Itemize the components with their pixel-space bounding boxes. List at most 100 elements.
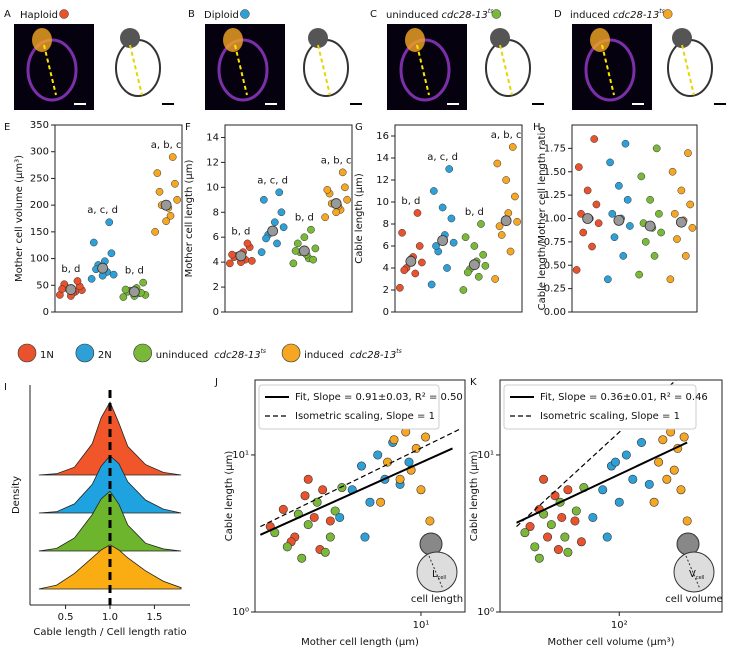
annotation: b, d (401, 196, 420, 207)
y-tick-label: 1.25 (544, 190, 566, 201)
point (610, 233, 619, 242)
point (373, 450, 383, 460)
point (438, 203, 447, 212)
point (479, 250, 488, 259)
point (511, 192, 519, 201)
point (416, 485, 426, 495)
point (398, 228, 406, 237)
cable-trace (234, 44, 248, 96)
y-tick-label: 12 (376, 175, 389, 186)
mean-marker (97, 262, 109, 274)
point (278, 504, 288, 514)
point (303, 474, 313, 484)
point (139, 278, 148, 287)
point (153, 169, 162, 177)
y-axis-label: Cable length (μm) (354, 173, 365, 264)
y-tick-label: 10⁰ (232, 607, 249, 618)
point (87, 275, 96, 283)
bud-signal (590, 28, 610, 52)
label-text: induced (304, 350, 344, 361)
point (598, 485, 608, 495)
legend-swatch (17, 343, 37, 363)
mean-marker (613, 214, 625, 226)
point (432, 242, 440, 250)
inset-cell (416, 551, 458, 593)
point (635, 270, 643, 279)
point (119, 293, 128, 301)
annotation: b, d (231, 226, 250, 237)
label-sup: ts (659, 8, 664, 15)
point (309, 255, 318, 264)
cable-trace (43, 44, 57, 96)
point (637, 438, 647, 448)
label: 1N (40, 350, 54, 361)
point (226, 259, 234, 268)
point (168, 153, 177, 161)
point (320, 547, 330, 557)
point (652, 144, 661, 153)
panel-letter: G (355, 122, 363, 133)
y-tick-label: 4 (383, 263, 389, 274)
point (275, 188, 284, 197)
bud-outline (672, 28, 692, 48)
panel-letter: J (214, 377, 218, 388)
point (259, 195, 268, 204)
y-tick-label: 150 (30, 227, 49, 238)
legend-swatch (133, 343, 152, 363)
y-tick-label: 300 (30, 147, 49, 158)
point (330, 506, 340, 516)
point (447, 214, 456, 223)
panel-dot (240, 9, 250, 19)
point (539, 474, 549, 484)
x-axis-label: Mother cell volume (μm³) (548, 637, 675, 648)
inverted-image (470, 24, 550, 110)
panel-dot (491, 9, 502, 19)
label-text: uninduced (156, 350, 208, 361)
legend-box (258, 384, 440, 430)
point (421, 432, 431, 442)
label: induced cdc28-13ts (304, 348, 402, 361)
panel-letter: H (533, 122, 541, 133)
point (576, 537, 586, 547)
inset-symbol: Lcell (432, 569, 446, 581)
plot-frame (224, 124, 353, 313)
point (155, 187, 164, 196)
mean-marker (468, 259, 480, 271)
label-text: 2N (98, 350, 112, 361)
point (525, 522, 535, 532)
point (279, 223, 288, 232)
cable-trace (129, 44, 143, 96)
point (443, 264, 451, 272)
point (291, 247, 300, 255)
y-axis-label: Cable length (μm) (224, 451, 235, 542)
x-tick-label: 10² (611, 620, 628, 631)
bud-outline (490, 28, 510, 48)
label-sup: ts (396, 348, 401, 355)
y-tick-label: 16 (376, 131, 389, 142)
point (449, 238, 458, 247)
bud-signal (405, 28, 425, 52)
label-text: Haploid (20, 10, 58, 21)
point (303, 520, 313, 530)
point (491, 275, 499, 283)
mean-marker (675, 216, 687, 228)
plot-frame (394, 124, 523, 313)
label: induced cdc28-13ts (570, 8, 665, 21)
inset-symbol-main: V (689, 569, 696, 580)
point (649, 497, 659, 507)
point (376, 497, 386, 507)
point (657, 228, 665, 237)
y-tick-label: 1.75 (544, 143, 566, 154)
label: Diploid (204, 10, 239, 21)
fluorescence-image (205, 24, 285, 110)
point (592, 200, 601, 209)
point (495, 222, 504, 231)
point (171, 179, 179, 188)
point (534, 553, 544, 563)
y-tick-label: 0.75 (544, 237, 566, 248)
legend-label: Isometric scaling, Slope = 1 (540, 411, 680, 422)
point (654, 457, 664, 467)
point (670, 209, 679, 218)
label-gene: cdc28-13 (214, 350, 260, 361)
label: 2N (98, 350, 112, 361)
